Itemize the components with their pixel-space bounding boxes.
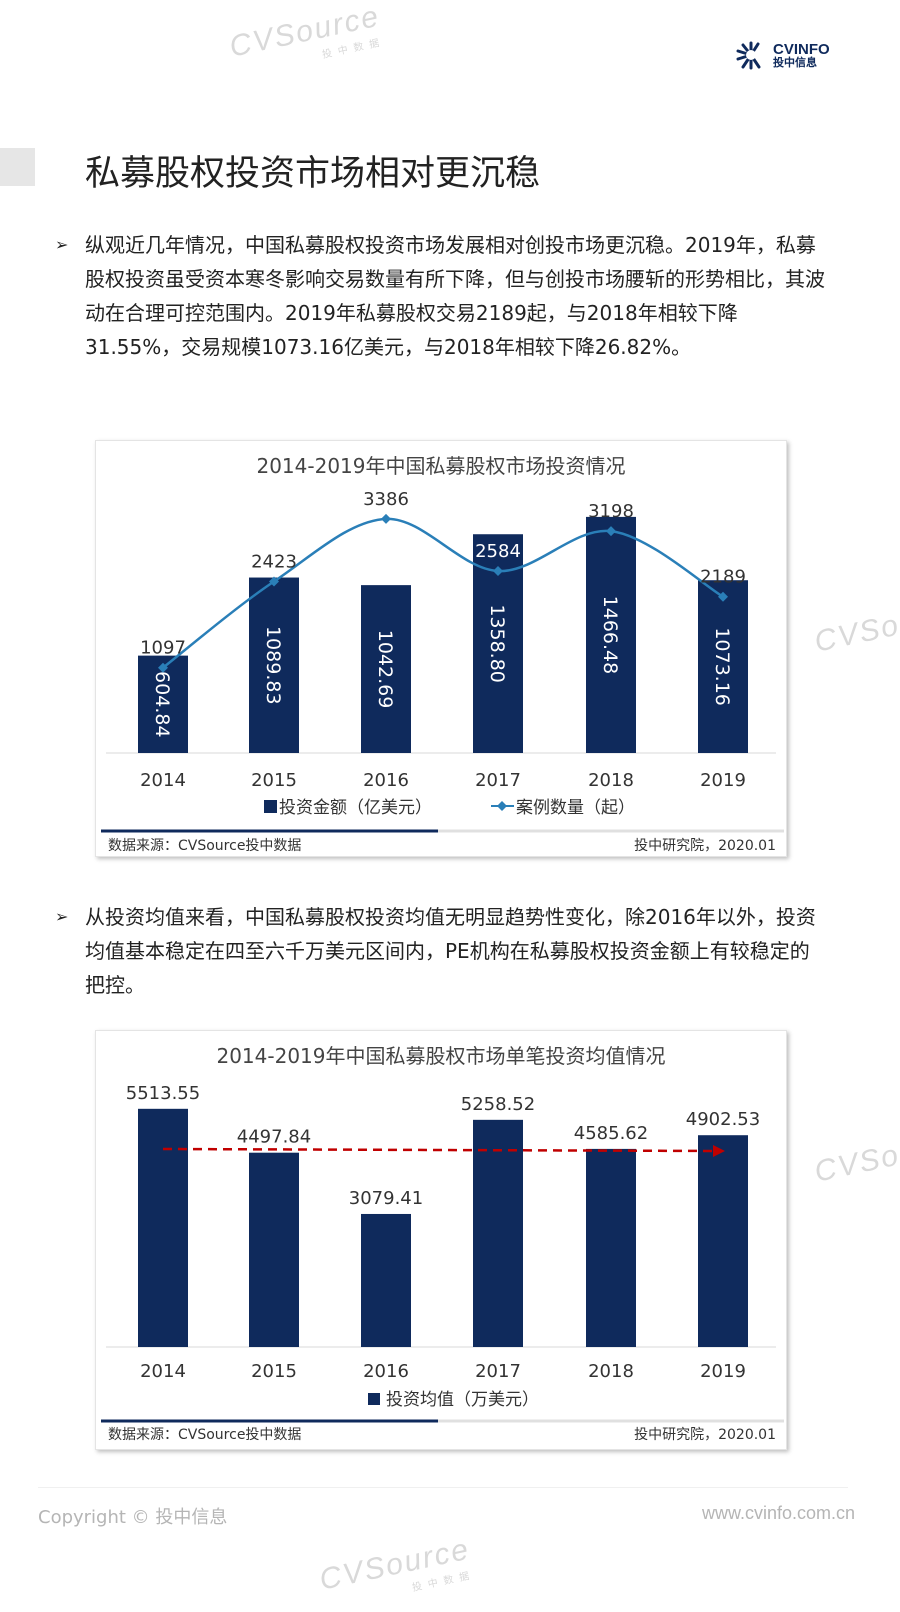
- bar: [698, 1135, 748, 1347]
- line-marker: [381, 513, 391, 524]
- x-tick-label: 2014: [140, 1361, 186, 1382]
- paragraph-text: 纵观近几年情况，中国私募股权投资市场发展相对创投市场更沉稳。2019年，私募股权…: [85, 233, 825, 359]
- chart-average: 2014-2019年中国私募股权市场单笔投资均值情况 2014 2015 2016 20…: [95, 1030, 787, 1450]
- x-tick-label: 2018: [588, 770, 634, 791]
- bar-value-label: 1073.16: [711, 627, 733, 706]
- source-note: 数据来源：CVSource投中数据: [108, 838, 301, 854]
- bar: [249, 1152, 299, 1347]
- bar: [361, 585, 411, 753]
- bar-value-label: 5513.55: [126, 1083, 200, 1104]
- bar-value-label: 4902.53: [686, 1109, 760, 1130]
- line-value-label: 1097: [140, 638, 186, 659]
- source-note: 数据来源：CVSource投中数据: [108, 1427, 301, 1443]
- bar-value-label: 4497.84: [237, 1127, 311, 1148]
- logo: CVINFO 投中信息: [735, 40, 830, 70]
- chart-investment: 2014-2019年中国私募股权市场投资情况 2014 2015 2016 2017 20…: [95, 440, 787, 857]
- legend-bar-label: 投资金额（亿美元）: [279, 798, 432, 818]
- legend-bar-swatch: [368, 1393, 380, 1405]
- line-value-label: 2584: [475, 541, 521, 562]
- watermark: CVSource投中数据: [811, 1124, 900, 1189]
- bar: [138, 1108, 188, 1347]
- paragraph-1: ➢ 纵观近几年情况，中国私募股权投资市场发展相对创投市场更沉稳。2019年，私募…: [55, 228, 825, 364]
- page-title: 私募股权投资市场相对更沉稳: [85, 154, 541, 194]
- paragraph-2: ➢ 从投资均值来看，中国私募股权投资均值无明显趋势性变化，除2016年以外，投资…: [55, 900, 825, 1002]
- x-tick-label: 2015: [251, 770, 297, 791]
- x-tick-label: 2017: [475, 1361, 521, 1382]
- bar: [698, 580, 748, 753]
- line-marker: [269, 576, 279, 587]
- x-tick-label: 2015: [251, 1361, 297, 1382]
- chart-title: 2014-2019年中国私募股权市场单笔投资均值情况: [216, 1044, 665, 1068]
- x-tick-label: 2017: [475, 770, 521, 791]
- bar-value-label: 3079.41: [349, 1188, 423, 1209]
- legend-bar-swatch: [264, 800, 277, 813]
- bar: [473, 1119, 523, 1347]
- x-tick-label: 2018: [588, 1361, 634, 1382]
- footer-copyright: Copyright © 投中信息: [38, 1507, 228, 1528]
- line-marker: [718, 591, 728, 602]
- line-marker: [158, 662, 168, 673]
- chart-title: 2014-2019年中国私募股权市场投资情况: [256, 454, 625, 478]
- x-tick-label: 2016: [363, 1361, 409, 1382]
- series-line: [162, 517, 724, 669]
- watermark: CVSource投中数据: [811, 594, 900, 659]
- line-value-label: 2423: [251, 552, 297, 573]
- logo-sub: 投中信息: [773, 55, 817, 69]
- bullet-arrow-icon: ➢: [55, 235, 69, 254]
- paragraph-text: 从投资均值来看，中国私募股权投资均值无明显趋势性变化，除2016年以外，投资均值…: [85, 905, 816, 997]
- bar: [361, 1213, 411, 1347]
- line-marker: [606, 526, 616, 537]
- x-tick-label: 2019: [700, 1361, 746, 1382]
- trend-line: [162, 1147, 716, 1153]
- bullet-arrow-icon: ➢: [55, 907, 69, 926]
- bar: [586, 1148, 636, 1347]
- bar-value-label: 4585.62: [574, 1123, 648, 1144]
- bar: [249, 577, 299, 753]
- bar-value-label: 1466.48: [599, 596, 621, 675]
- line-value-label: 3198: [588, 501, 634, 522]
- line-marker: [493, 566, 503, 577]
- title-accent-bar: [0, 148, 35, 186]
- x-tick-label: 2016: [363, 770, 409, 791]
- footer-divider: [38, 1487, 848, 1488]
- footer-url[interactable]: www.cvinfo.com.cn: [701, 1503, 855, 1523]
- bar-value-label: 1358.80: [486, 604, 508, 683]
- credit-note: 投中研究院，2020.01: [634, 838, 776, 854]
- bar-value-label: 604.84: [151, 671, 173, 737]
- line-value-label: 3386: [363, 489, 409, 510]
- legend-line-marker: [497, 801, 507, 811]
- logo-burst-icon: [736, 41, 761, 70]
- logo-brand: CVINFO: [773, 40, 830, 58]
- x-tick-label: 2019: [700, 770, 746, 791]
- bar-value-label: 1089.83: [262, 626, 284, 705]
- trend-arrow-icon: [713, 1145, 725, 1157]
- legend-bar-label: 投资均值（万美元）: [386, 1390, 539, 1410]
- legend-line-label: 案例数量（起）: [516, 798, 635, 818]
- bar-value-label: 5258.52: [461, 1094, 535, 1115]
- credit-note: 投中研究院，2020.01: [634, 1427, 776, 1443]
- x-tick-label: 2014: [140, 770, 186, 791]
- bar-value-label: 1042.69: [374, 630, 396, 709]
- line-value-label: 2189: [700, 567, 746, 588]
- bar: [586, 516, 636, 753]
